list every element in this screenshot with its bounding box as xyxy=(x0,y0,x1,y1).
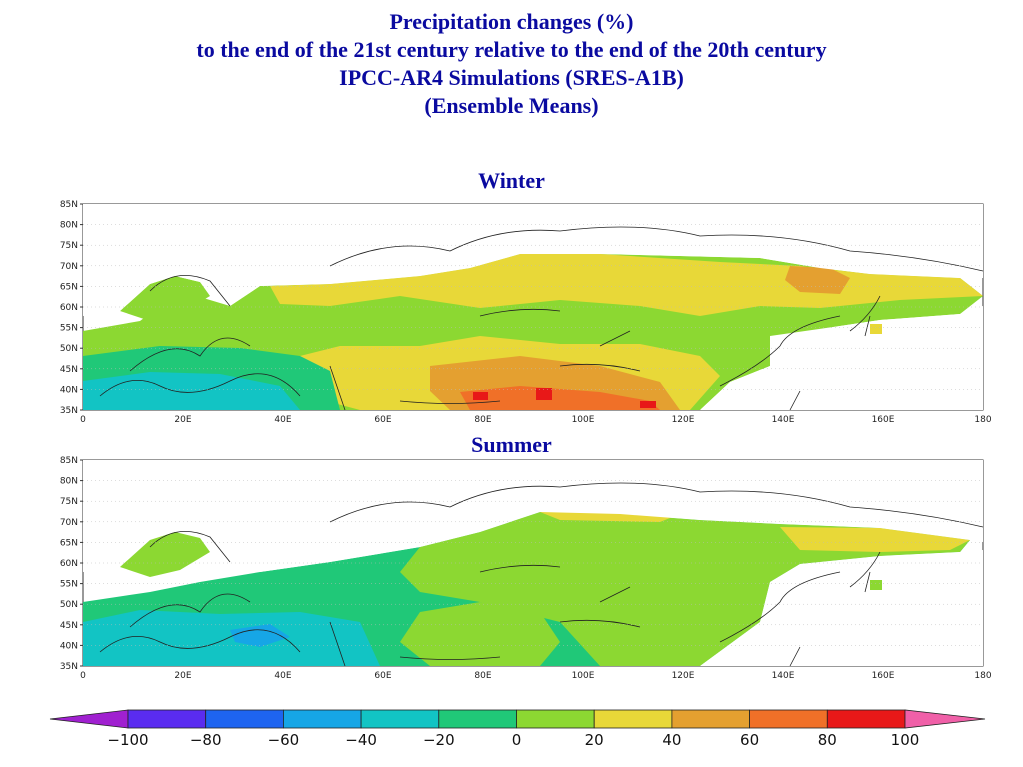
summer-lat-tick-label: 65N xyxy=(60,538,78,548)
colorbar-tick-label: 80 xyxy=(817,731,837,749)
winter-coastlines xyxy=(99,226,984,411)
summer-lon-tick-label: 180 xyxy=(974,671,991,681)
summer-field xyxy=(83,460,983,666)
winter-zone-darkorange xyxy=(460,386,660,410)
winter-mask-east xyxy=(700,306,983,410)
summer-lat-tick-label: 75N xyxy=(60,497,78,507)
winter-lat-tick-label: 65N xyxy=(60,282,78,292)
title-line-1: Precipitation changes (%) xyxy=(389,9,634,34)
colorbar-tick-label: 40 xyxy=(662,731,682,749)
winter-lon-tick-label: 180 xyxy=(974,415,991,425)
summer-lon-tick-label: 160E xyxy=(872,671,895,681)
colorbar-max-arrow xyxy=(904,709,986,729)
summer-lat-tick-label: 80N xyxy=(60,477,78,487)
winter-lon-tick-label: 60E xyxy=(374,415,391,425)
summer-lat-tick-label: 55N xyxy=(60,580,78,590)
colorbar-tick-label: −100 xyxy=(107,731,149,749)
winter-lat-tick-label: 35N xyxy=(60,406,78,416)
summer-lat-tick-label: 70N xyxy=(60,518,78,528)
winter-lon-tick-label: 140E xyxy=(772,415,795,425)
winter-lat-tick-label: 75N xyxy=(60,241,78,251)
winter-lat-tick-label: 45N xyxy=(60,365,78,375)
winter-lon-tick-label: 160E xyxy=(872,415,895,425)
winter-map: 35N 40N 45N 50N 55N 60N 65N 70N 75N 80N 85N 0 20E 40… xyxy=(60,200,992,425)
summer-lon-tick-label: 80E xyxy=(474,671,491,681)
summer-lat-tick-label: 45N xyxy=(60,621,78,631)
summer-lat-tick-label: 40N xyxy=(60,641,78,651)
summer-lon-tick-label: 140E xyxy=(772,671,795,681)
colorbar-tick-label: 100 xyxy=(890,731,920,749)
winter-lat-tick-label: 40N xyxy=(60,385,78,395)
colorbar-segment xyxy=(516,709,595,729)
winter-title: Winter xyxy=(478,168,545,193)
summer-title: Summer xyxy=(471,432,552,457)
colorbar-min-arrow xyxy=(49,709,129,729)
colorbar-tick-label: 0 xyxy=(511,731,522,749)
colorbar-segment xyxy=(360,709,440,729)
winter-lat-tick-label: 80N xyxy=(60,221,78,231)
winter-lon-tick-label: 120E xyxy=(672,415,695,425)
summer-lat-tick-label: 60N xyxy=(60,559,78,569)
summer-kamchatka-patch xyxy=(870,580,882,590)
summer-zone-lightgreen-south xyxy=(400,602,560,666)
colorbar-tick-label: 20 xyxy=(584,731,604,749)
colorbar-tick-label: −40 xyxy=(345,731,377,749)
winter-kamchatka-patch xyxy=(870,324,882,334)
summer-lon-tick-label: 40E xyxy=(274,671,291,681)
colorbar-segment xyxy=(205,709,284,729)
colorbar-segment xyxy=(438,709,517,729)
winter-lat-tick-label: 55N xyxy=(60,324,78,334)
colorbar-segment xyxy=(749,709,828,729)
summer-lat-axis: 35N 40N 45N 50N 55N 60N 65N 70N 75N 80N 85N xyxy=(60,456,83,672)
summer-lon-axis: 0 20E 40E 60E 80E 100E 120E 140E 160E 180 xyxy=(80,671,992,681)
winter-lon-tick-label: 80E xyxy=(474,415,491,425)
winter-lat-tick-label: 50N xyxy=(60,344,78,354)
colorbar-tick-label: 60 xyxy=(740,731,760,749)
winter-lon-axis: 0 20E 40E 60E 80E 100E 120E 140E 160E 180 xyxy=(80,415,992,425)
winter-zone-scandinavia xyxy=(120,276,210,321)
colorbar-segment xyxy=(127,709,207,729)
colorbar-segment xyxy=(282,709,362,729)
colorbar-tick-label: −80 xyxy=(189,731,222,749)
title-line-4: (Ensemble Means) xyxy=(424,93,599,118)
summer-zone-cyan xyxy=(83,610,380,666)
colorbar-segment xyxy=(593,709,673,729)
colorbar-segment xyxy=(826,709,906,729)
colorbar-segment xyxy=(671,709,751,729)
winter-lon-tick-label: 40E xyxy=(274,415,291,425)
summer-lat-tick-label: 50N xyxy=(60,600,78,610)
winter-lon-tick-label: 20E xyxy=(174,415,191,425)
winter-field xyxy=(83,204,983,410)
colorbar-tick-label: −60 xyxy=(267,731,300,749)
summer-mask-north xyxy=(83,460,983,572)
winter-lat-tick-label: 60N xyxy=(60,303,78,313)
summer-lat-tick-label: 85N xyxy=(60,456,78,466)
summer-lon-tick-label: 60E xyxy=(374,671,391,681)
title-line-3: IPCC-AR4 Simulations (SRES-A1B) xyxy=(339,65,684,90)
summer-lat-tick-label: 35N xyxy=(60,662,78,672)
winter-mask-north xyxy=(83,204,983,316)
summer-zone-yellow xyxy=(540,510,970,552)
title-line-2: to the end of the 21st century relative … xyxy=(196,37,827,62)
winter-zone-cyan-med xyxy=(83,372,300,410)
summer-lon-tick-label: 100E xyxy=(572,671,595,681)
summer-coastlines xyxy=(99,482,984,667)
summer-lon-tick-label: 20E xyxy=(174,671,191,681)
winter-lat-tick-label: 70N xyxy=(60,262,78,272)
colorbar xyxy=(49,709,986,729)
summer-lon-tick-label: 120E xyxy=(672,671,695,681)
summer-map: 35N 40N 45N 50N 55N 60N 65N 70N 75N 80N 85N 0 20E 40… xyxy=(60,456,992,681)
summer-zone-blue-caspian xyxy=(230,624,290,647)
figure-title: Precipitation changes (%) to the end of … xyxy=(0,8,1023,120)
winter-lat-axis: 35N 40N 45N 50N 55N 60N 65N 70N 75N 80N 85N xyxy=(60,200,83,416)
summer-lon-tick-label: 0 xyxy=(80,671,86,681)
winter-zone-orange-ne xyxy=(785,266,850,294)
summer-mask-east xyxy=(700,550,983,666)
winter-lon-tick-label: 0 xyxy=(80,415,86,425)
winter-lon-tick-label: 100E xyxy=(572,415,595,425)
winter-lat-tick-label: 85N xyxy=(60,200,78,210)
colorbar-tick-label: −20 xyxy=(422,731,455,749)
summer-zone-scandinavia xyxy=(120,532,210,577)
